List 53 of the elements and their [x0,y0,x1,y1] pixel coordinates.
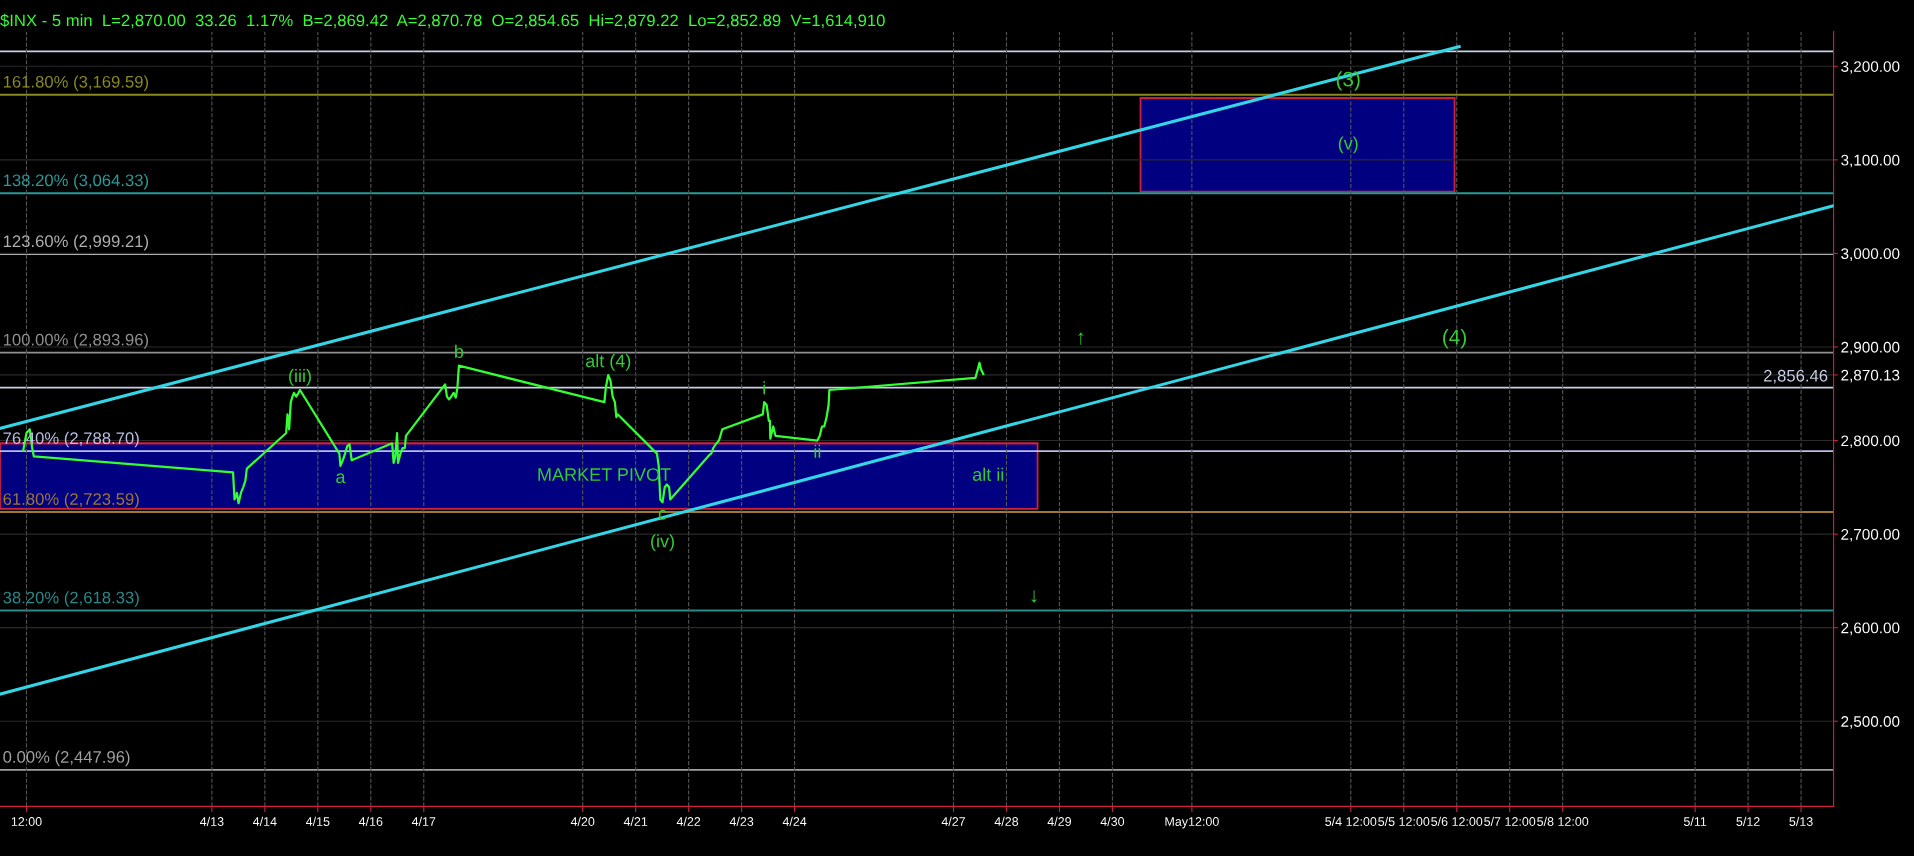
x-tick-label: May12:00 [1165,817,1219,829]
x-tick-label: 5/11 [1683,816,1707,826]
ref-line-label: 0.00% (2,447.96) [3,750,130,767]
x-tick-label: 5/6 12:00 [1431,816,1483,826]
x-tick-label: 4/21 [623,816,648,826]
y-tick-label: 3,000.00 [1841,248,1900,261]
y-tick-label: 2,900.00 [1841,341,1900,355]
annotation: 2,856.46 [1764,369,1828,384]
x-tick-label: 4/20 [570,816,595,826]
x-tick-label: 12:00 [11,817,42,826]
ref-line-label: 38.20% (2,618.33) [3,591,139,607]
x-tick-label: 5/12 [1736,816,1760,826]
annotation: (iv) [651,534,674,552]
x-tick-label: 4/14 [252,816,277,826]
annotation: (iii) [289,369,311,386]
x-tick-label: 4/17 [411,816,436,826]
ref-line-label: 138.20% (3,064.33) [3,173,149,190]
annotation: alt (4) [585,354,631,371]
chart-title: $INX - 5 min L=2,870.00 33.26 1.17% B=2,869.42 A=2,870.78 O=2,854.65 Hi=2,879.22 Lo=2,852.89 V=1,614,910 [0,13,885,29]
x-tick-label: 4/13 [200,816,224,826]
y-tick-label: 2,600.00 [1841,622,1900,636]
y-tick-label: 2,500.00 [1841,716,1900,729]
y-tick-label: 3,200.00 [1841,61,1900,74]
x-tick-label: 4/27 [941,816,966,826]
ref-line-label: 61.80% (2,723.59) [3,492,139,509]
annotation: (4) [1443,329,1466,349]
x-tick-label: 5/7 12:00 [1484,816,1536,826]
annotation: ↓ [1031,590,1037,603]
annotation: (v) [1338,136,1358,154]
ref-line-label: 123.60% (2,999.21) [3,234,149,251]
x-tick-label: 4/23 [729,816,754,826]
x-tick-label: 4/24 [782,816,807,826]
x-tick-label: 5/5 12:00 [1378,816,1430,826]
x-tick-label: 4/15 [305,816,330,826]
x-tick-label: 4/30 [1100,816,1125,826]
annotation: a [336,473,346,484]
ref-line-label: 100.00% (2,893.96) [3,333,149,349]
x-tick-label: 5/13 [1789,816,1813,826]
x-tick-label: 4/16 [358,816,383,826]
y-tick-label: 2,800.00 [1841,435,1900,449]
x-tick-label: 4/28 [994,816,1019,826]
annotation: alt ii [972,467,1004,481]
x-tick-label: 4/22 [676,816,701,826]
annotation: i [763,381,766,395]
y-tick-label: 2,700.00 [1841,528,1900,542]
x-tick-label: 5/4 12:00 [1325,816,1377,826]
x-tick-label: 4/29 [1047,816,1072,826]
y-tick-label: 2,870.13 [1841,369,1900,383]
x-tick-label: 5/8 12:00 [1537,816,1589,826]
annotation: c [658,509,667,520]
y-tick-label: 3,100.00 [1841,154,1900,168]
annotation: ↑ [1078,332,1084,345]
ref-line-label: 161.80% (3,169.59) [3,75,149,91]
